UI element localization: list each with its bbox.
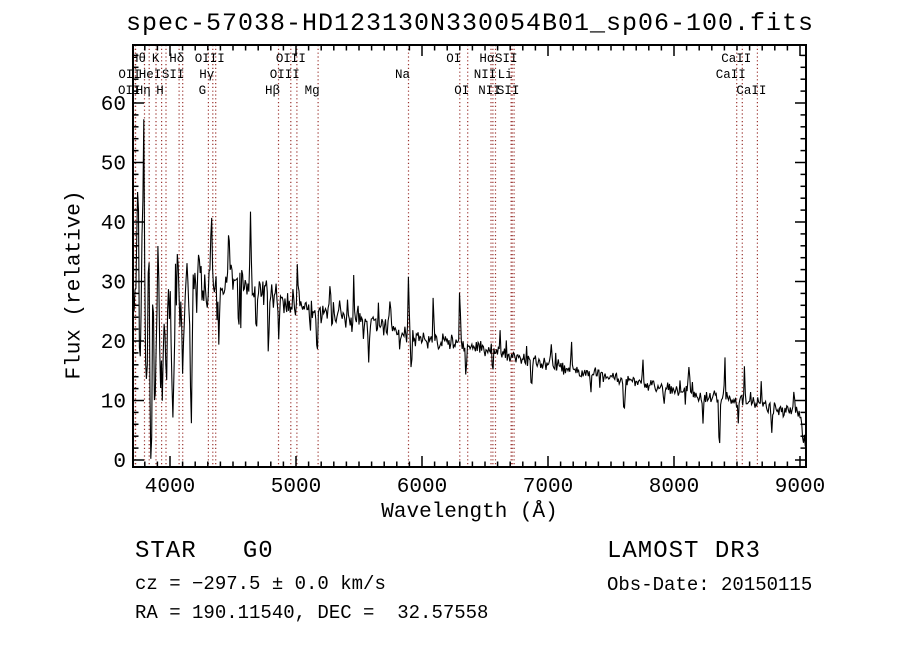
- survey-name-text: LAMOST DR3: [607, 538, 762, 565]
- spectral-line-label: CaII: [721, 52, 751, 66]
- x-tick-label: 4000: [145, 476, 195, 499]
- spectral-line-label: Hβ: [265, 84, 280, 98]
- x-tick-label: 6000: [397, 476, 447, 499]
- coordinates-text: RA = 190.11540, DEC = 32.57558: [135, 602, 489, 624]
- spectral-line-label: SII: [497, 84, 520, 98]
- spectral-line-label: OIII: [195, 52, 225, 66]
- radial-velocity-text: cz = −297.5 ± 0.0 km/s: [135, 573, 386, 595]
- spectral-line-label: OII: [118, 84, 141, 98]
- y-tick-label: 0: [113, 451, 126, 474]
- spectral-line-label: Hθ: [131, 52, 146, 66]
- spectral-line-label: Hα: [479, 52, 495, 66]
- spectral-line-label: OII: [118, 68, 141, 82]
- x-tick-label: 8000: [649, 476, 699, 499]
- spectral-line-label: G: [199, 84, 207, 98]
- figure-title: spec-57038-HD123130N330054B01_sp06-100.f…: [125, 9, 815, 38]
- y-tick-label: 50: [101, 154, 126, 177]
- y-tick-label: 60: [101, 94, 126, 117]
- spectral-line-label: HeI: [139, 68, 162, 82]
- spectral-line-label: Li: [498, 68, 513, 82]
- spectral-line-label: OI: [454, 84, 469, 98]
- x-tick-label: 5000: [271, 476, 321, 499]
- spectral-line-label: NII: [478, 84, 501, 98]
- spectral-line-label: SII: [495, 52, 518, 66]
- spectral-line-label: OI: [446, 52, 461, 66]
- spectral-line-label: Hγ: [199, 68, 215, 82]
- object-class-text: STAR G0: [135, 538, 274, 565]
- spectral-line-label: H: [156, 84, 164, 98]
- x-tick-label: 9000: [775, 476, 825, 499]
- spectral-line-label: Hδ: [169, 52, 184, 66]
- y-tick-label: 40: [101, 213, 126, 236]
- spectral-line-label: CaII: [716, 68, 746, 82]
- y-tick-label: 20: [101, 332, 126, 355]
- plot-frame: [132, 44, 807, 468]
- spectral-line-label: NII: [474, 68, 497, 82]
- spectral-line-label: CaII: [736, 84, 766, 98]
- x-axis-title: Wavelength (Å): [381, 501, 558, 524]
- spectral-line-label: Hη: [136, 84, 151, 98]
- spectrum-trace: [132, 119, 806, 459]
- spectral-line-label: Na: [395, 68, 411, 82]
- x-tick-label: 7000: [523, 476, 573, 499]
- spectral-line-label: OIII: [270, 68, 300, 82]
- spectral-line-label: Mg: [305, 84, 320, 98]
- y-axis-title: Flux (relative): [63, 190, 87, 380]
- spectral-line-label: SII: [162, 68, 185, 82]
- spectral-line-label: OIII: [276, 52, 306, 66]
- spectral-line-label: K: [152, 52, 160, 66]
- y-tick-label: 10: [101, 392, 126, 415]
- y-tick-label: 30: [101, 273, 126, 296]
- obs-date-text: Obs-Date: 20150115: [607, 574, 813, 596]
